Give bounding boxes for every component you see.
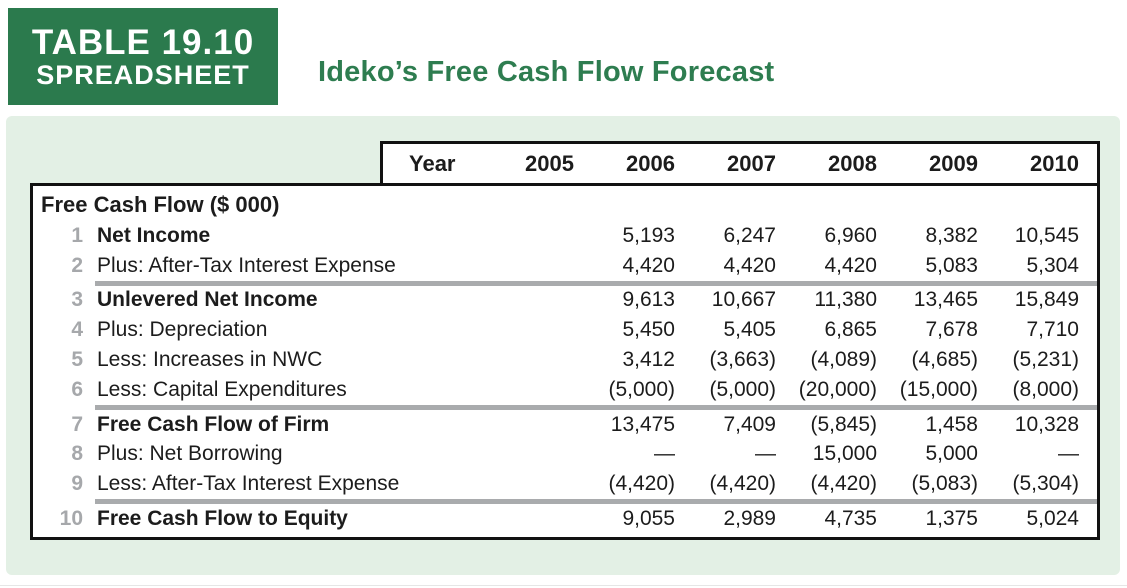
cell-2009: (15,000) [899,377,978,401]
year-2006: 2006 [626,150,675,176]
year-2007: 2007 [727,150,776,176]
cell-2006: 13,475 [610,412,675,436]
cell-2007: (3,663) [709,348,776,372]
cell-2008: 11,380 [814,288,877,312]
cell-2006: (5,000) [608,377,675,401]
row-number: 1 [71,223,83,247]
cell-2007: 5,405 [723,318,776,342]
table-row-unlevered-net-income: 3 Unlevered Net Income 9,613 10,667 11,3… [33,286,1097,316]
row-label: Plus: Depreciation [97,318,268,342]
cell-2008: 4,735 [824,507,877,531]
table-title: Ideko’s Free Cash Flow Forecast [318,56,775,88]
row-number: 2 [71,253,83,277]
cell-2006: — [654,442,675,466]
cell-2010: 5,304 [1026,253,1079,277]
cell-2008: (5,845) [810,412,877,436]
cell-2010: 15,849 [1014,288,1079,312]
row-label: Free Cash Flow of Firm [97,412,330,436]
cell-2009: (5,083) [911,472,978,496]
cell-2008: (4,420) [810,472,877,496]
cell-2010: (5,304) [1012,472,1079,496]
row-number: 10 [59,507,83,531]
row-label: Plus: After-Tax Interest Expense [97,253,396,277]
row-number: 3 [71,288,83,312]
cell-2009: 1,458 [925,412,978,436]
row-label: Less: Increases in NWC [97,348,323,372]
table-row-less-after-tax-interest: 9 Less: After-Tax Interest Expense (4,42… [33,469,1097,499]
cell-2007: 10,667 [711,288,776,312]
row-label: Less: After-Tax Interest Expense [97,472,400,496]
row-label: Plus: Net Borrowing [97,442,283,466]
table-row-less-increases-nwc: 5 Less: Increases in NWC 3,412 (3,663) (… [33,345,1097,375]
cell-2009: 13,465 [913,288,978,312]
section-title: Free Cash Flow ($ 000) [41,191,280,217]
cell-2006: 4,420 [622,253,675,277]
year-2005: 2005 [525,150,574,176]
cell-2010: (8,000) [1012,377,1079,401]
spreadsheet-label: SPREADSHEET [36,59,250,90]
row-label: Unlevered Net Income [97,288,318,312]
cell-2008: (20,000) [798,377,877,401]
cell-2007: 6,247 [723,223,776,247]
row-number: 9 [71,472,83,496]
cell-2010: 10,328 [1014,412,1079,436]
row-number: 5 [71,348,83,372]
cell-2008: 6,960 [824,223,877,247]
cell-2006: 9,055 [622,507,675,531]
row-number: 6 [71,377,83,401]
cell-2010: 7,710 [1026,318,1079,342]
section-divider [95,499,1097,505]
row-number: 8 [71,442,83,466]
table-number-label: TABLE 19.10 [31,22,255,62]
table-row-free-cash-flow-of-firm: 7 Free Cash Flow of Firm 13,475 7,409 (5… [33,410,1097,440]
cell-2006: 5,450 [622,318,675,342]
table-number-tag: TABLE 19.10 SPREADSHEET [8,8,278,105]
cell-2010: 5,024 [1026,507,1079,531]
row-label: Net Income [97,223,211,247]
cell-2007: 7,409 [723,412,776,436]
year-header-row: Year 2005 2006 2007 2008 2009 2010 [380,141,1100,186]
table-row-free-cash-flow-to-equity: 10 Free Cash Flow to Equity 9,055 2,989 … [33,504,1097,534]
table-row-plus-net-borrowing: 8 Plus: Net Borrowing — — 15,000 5,000 — [33,440,1097,470]
cell-2006: (4,420) [608,472,675,496]
row-number: 7 [71,412,83,436]
cell-2010: (5,231) [1012,348,1079,372]
section-divider [95,404,1097,410]
cell-2009: 1,375 [925,507,978,531]
cell-2006: 3,412 [622,348,675,372]
table-row-plus-after-tax-interest: 2 Plus: After-Tax Interest Expense 4,420… [33,251,1097,281]
cell-2010: — [1058,442,1079,466]
cell-2007: — [755,442,776,466]
year-2008: 2008 [828,150,877,176]
table-row-plus-depreciation: 4 Plus: Depreciation 5,450 5,405 6,865 7… [33,315,1097,345]
cell-2008: (4,089) [810,348,877,372]
table-row-net-income: 1 Net Income 5,193 6,247 6,960 8,382 10,… [33,221,1097,251]
cell-2007: 4,420 [723,253,776,277]
cell-2007: (5,000) [709,377,776,401]
page-bottom-rule [0,585,1127,586]
row-label: Less: Capital Expenditures [97,377,347,401]
cell-2009: (4,685) [911,348,978,372]
cell-2006: 9,613 [622,288,675,312]
cell-2006: 5,193 [622,223,675,247]
cell-2009: 8,382 [925,223,978,247]
cell-2008: 4,420 [824,253,877,277]
year-2009: 2009 [929,150,978,176]
cell-2007: (4,420) [709,472,776,496]
free-cash-flow-table: Free Cash Flow ($ 000) 1 Net Income 5,19… [30,183,1100,540]
cell-2008: 15,000 [812,442,877,466]
table-row-less-capital-expenditures: 6 Less: Capital Expenditures (5,000) (5,… [33,375,1097,405]
year-header-label: Year [409,150,456,176]
row-number: 4 [71,318,83,342]
cell-2009: 5,000 [925,442,978,466]
cell-2007: 2,989 [723,507,776,531]
section-divider [95,280,1097,286]
cell-2008: 6,865 [824,318,877,342]
row-label: Free Cash Flow to Equity [97,507,348,531]
cell-2009: 7,678 [925,318,978,342]
year-2010: 2010 [1030,150,1079,176]
cell-2010: 10,545 [1014,223,1079,247]
cell-2009: 5,083 [925,253,978,277]
